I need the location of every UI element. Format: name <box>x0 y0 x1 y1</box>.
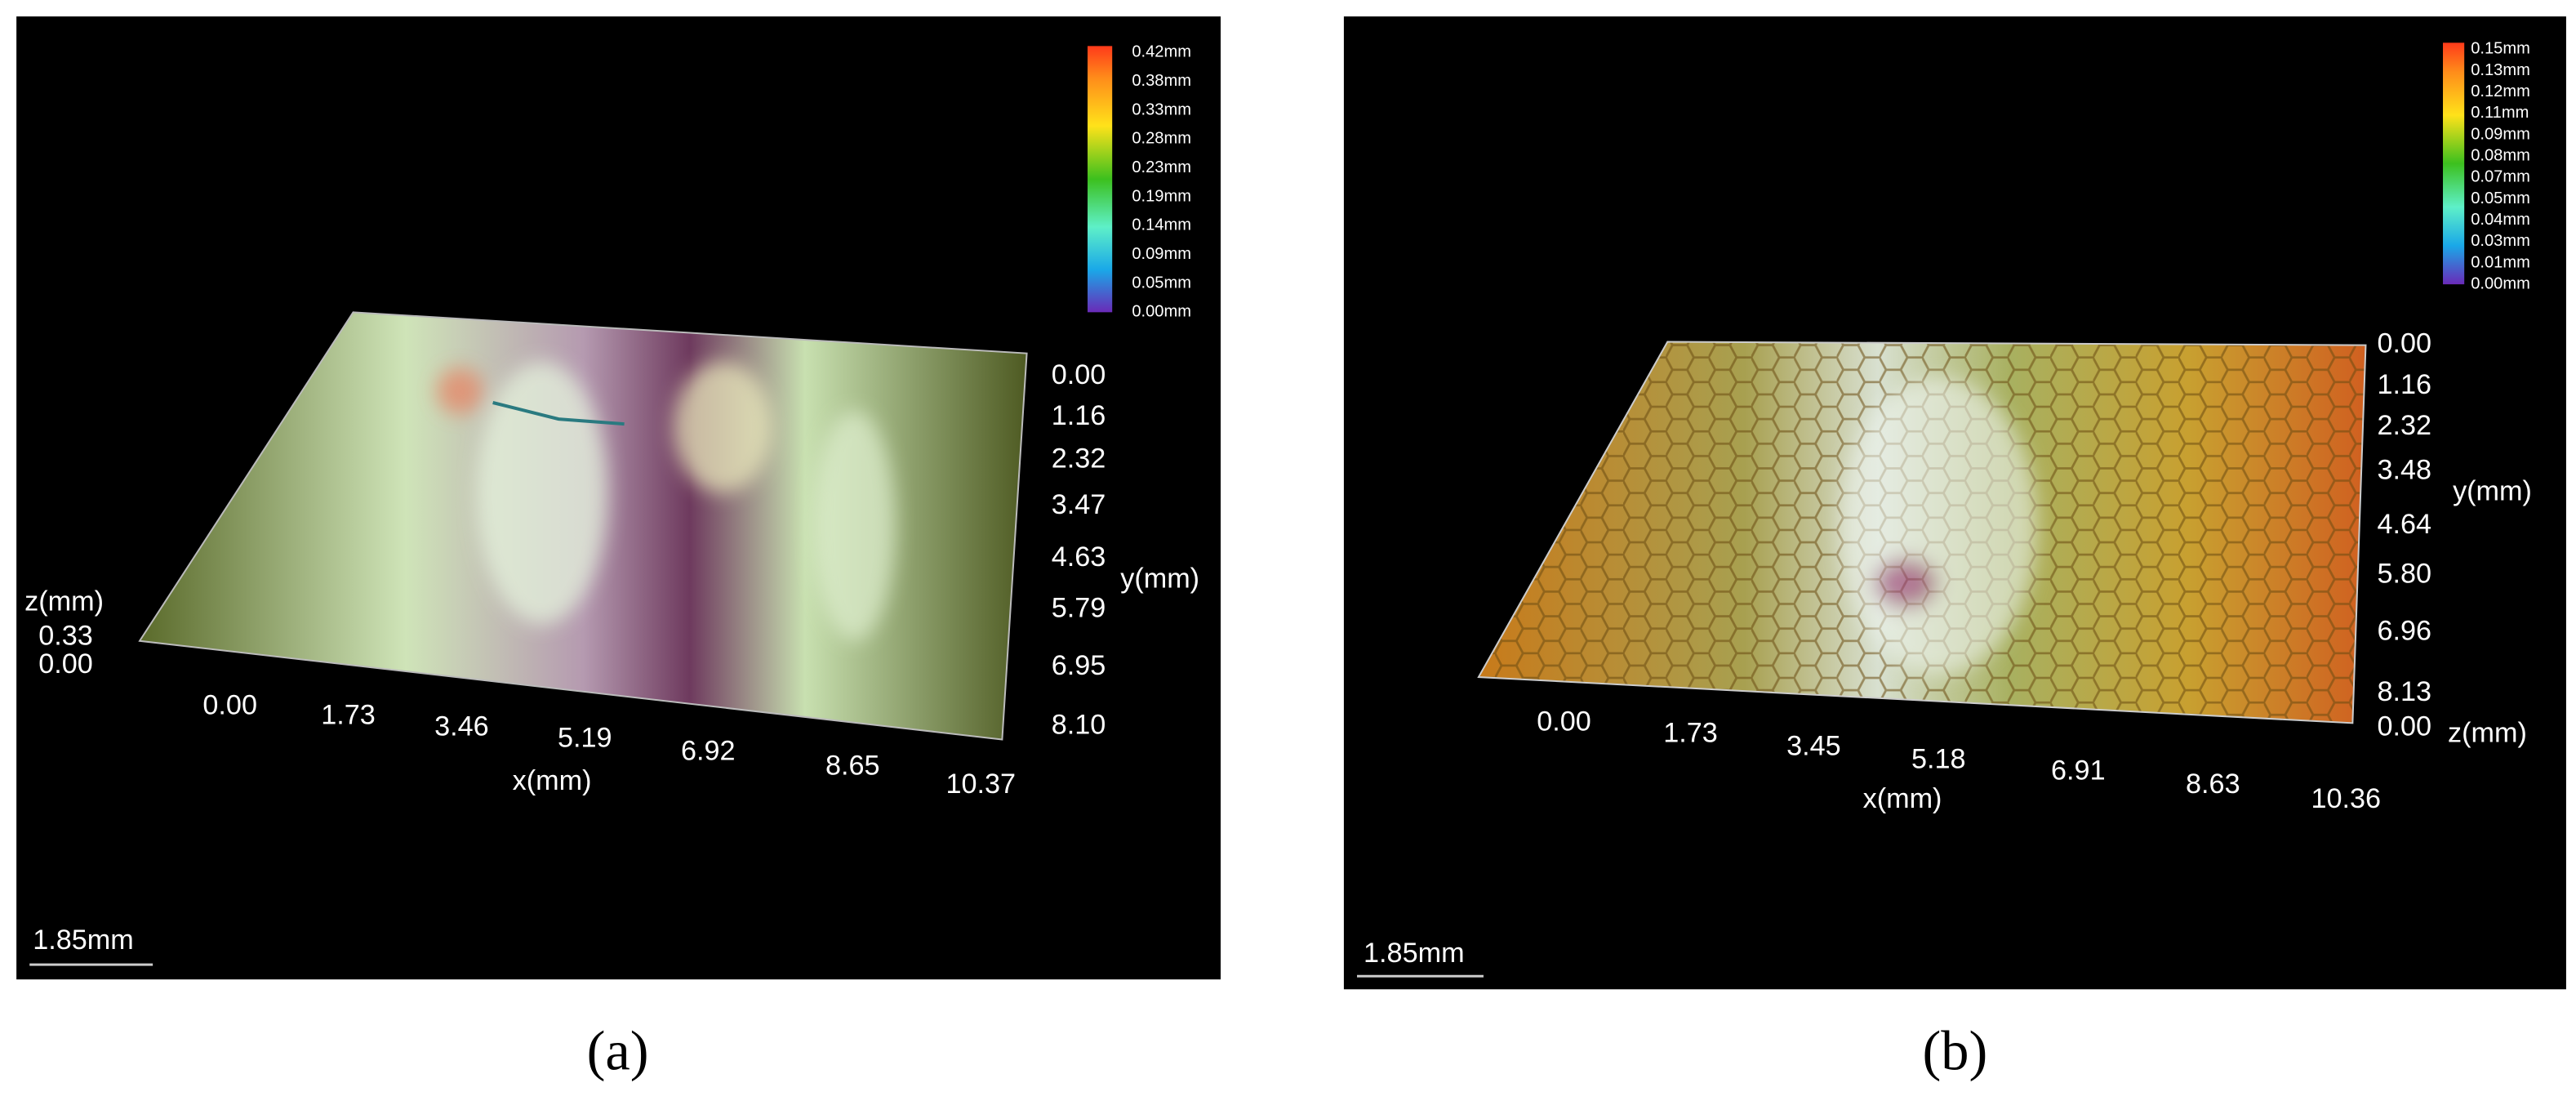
colorbar-label: 0.38mm <box>1132 72 1191 90</box>
colorbar-label: 0.05mm <box>2471 189 2530 207</box>
colorbar-label: 0.00mm <box>2471 274 2530 292</box>
y-tick-label: 5.79 <box>1052 593 1106 624</box>
x-tick-label: 0.00 <box>202 689 257 720</box>
colorbar-label: 0.09mm <box>1132 245 1191 263</box>
x-tick-label: 10.37 <box>945 769 1016 800</box>
colorbar-label: 0.23mm <box>1132 158 1191 176</box>
y-tick-label: 2.32 <box>1052 443 1106 474</box>
x-tick-label: 6.92 <box>681 736 736 767</box>
colorbar-label: 0.08mm <box>2471 146 2530 164</box>
y-tick-label: 5.80 <box>2378 558 2432 589</box>
scale-bar-label: 1.85mm <box>33 925 133 956</box>
caption: (b) <box>1923 1020 1988 1082</box>
colorbar-label: 0.09mm <box>2471 125 2530 143</box>
colorbar-label: 0.03mm <box>2471 232 2530 250</box>
x-tick-label: 8.65 <box>825 751 880 782</box>
y-tick-label: 6.96 <box>2378 616 2432 647</box>
x-axis-label: x(mm) <box>513 765 592 796</box>
y-tick-label: 1.16 <box>1052 400 1106 431</box>
y-tick-label: 0.00 <box>1052 359 1106 390</box>
z-tick-label: 0.00 <box>2378 711 2432 742</box>
colorbar-label: 0.00mm <box>1132 303 1191 321</box>
z-tick-label: 0.33 <box>38 621 93 652</box>
x-tick-label: 5.18 <box>1911 744 1966 775</box>
scale-bar-label: 1.85mm <box>1364 938 1465 969</box>
caption: (a) <box>587 1020 649 1082</box>
y-axis-label: y(mm) <box>2453 476 2532 507</box>
colorbar-label: 0.04mm <box>2471 211 2530 229</box>
x-tick-label: 3.45 <box>1786 731 1841 762</box>
colorbar-label: 0.15mm <box>2471 40 2530 58</box>
y-tick-label: 4.63 <box>1052 541 1106 573</box>
z-axis-label: z(mm) <box>2448 717 2527 748</box>
x-tick-label: 6.91 <box>2051 755 2106 786</box>
colorbar-label: 0.11mm <box>2471 104 2529 122</box>
x-tick-label: 8.63 <box>2186 769 2240 800</box>
x-tick-label: 10.36 <box>2311 783 2382 814</box>
y-tick-label: 4.64 <box>2378 509 2432 540</box>
x-tick-label: 0.00 <box>1537 706 1591 737</box>
x-tick-label: 3.46 <box>434 711 489 742</box>
x-tick-label: 1.73 <box>321 699 376 730</box>
colorbar-label: 0.12mm <box>2471 82 2530 100</box>
colorbar-label: 0.07mm <box>2471 168 2530 186</box>
bounding-box <box>1477 341 2367 724</box>
colorbar-label: 0.01mm <box>2471 253 2530 271</box>
y-tick-label: 8.13 <box>2378 676 2432 707</box>
x-tick-label: 1.73 <box>1663 717 1718 748</box>
y-tick-label: 6.95 <box>1052 650 1106 681</box>
y-tick-label: 2.32 <box>2378 410 2432 441</box>
colorbar-label: 0.14mm <box>1132 216 1191 234</box>
y-tick-label: 0.00 <box>2378 328 2432 359</box>
bounding-box <box>138 311 1028 741</box>
y-tick-label: 1.16 <box>2378 369 2432 400</box>
z-axis-label: z(mm) <box>24 586 104 617</box>
surface-texture <box>1840 377 2038 674</box>
colorbar-label: 0.42mm <box>1132 43 1191 61</box>
surface-texture <box>437 361 896 641</box>
colorbar-label: 0.05mm <box>1132 274 1191 292</box>
colorbar-label: 0.19mm <box>1132 187 1191 205</box>
y-axis-label: y(mm) <box>1120 563 1199 594</box>
x-tick-label: 5.19 <box>558 723 612 754</box>
y-tick-label: 3.47 <box>1052 489 1106 520</box>
colorbar-label: 0.13mm <box>2471 61 2530 79</box>
colorbar-label: 0.33mm <box>1132 100 1191 118</box>
y-tick-label: 3.48 <box>2378 455 2432 486</box>
y-tick-label: 8.10 <box>1052 709 1106 740</box>
surface-feature <box>492 401 625 426</box>
x-axis-label: x(mm) <box>1863 783 1942 814</box>
colorbar <box>2443 42 2465 285</box>
colorbar <box>1088 46 1113 313</box>
z-tick-label: 0.00 <box>38 648 93 679</box>
colorbar-label: 0.28mm <box>1132 130 1191 148</box>
